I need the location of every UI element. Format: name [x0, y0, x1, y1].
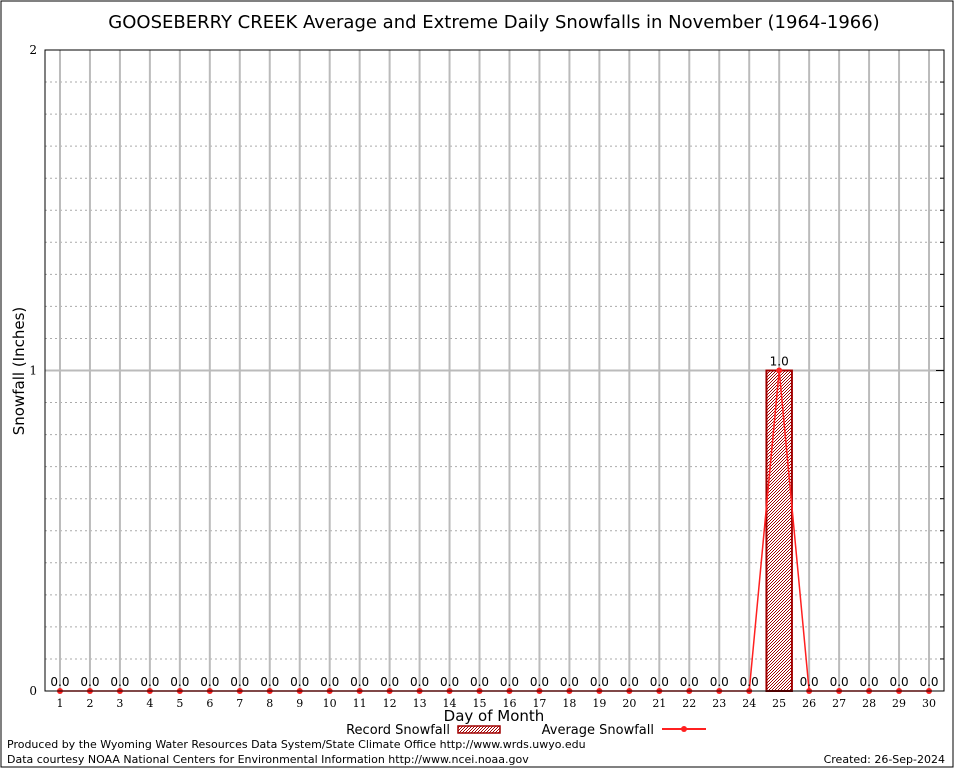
x-tick-label: 12	[383, 697, 397, 710]
x-tick-label: 24	[742, 697, 756, 710]
data-label: 0.0	[260, 675, 279, 689]
chart-title: GOOSEBERRY CREEK Average and Extreme Dai…	[108, 12, 879, 33]
y-tick-label: 0	[29, 684, 37, 698]
data-label: 0.0	[530, 675, 549, 689]
x-tick-label: 25	[772, 697, 786, 710]
x-tick-label: 22	[682, 697, 696, 710]
x-tick-label: 14	[443, 697, 457, 710]
data-label: 0.0	[200, 675, 219, 689]
x-tick-label: 20	[622, 697, 636, 710]
x-tick-label: 13	[413, 697, 427, 710]
data-label: 1.0	[770, 355, 789, 369]
data-label: 0.0	[919, 675, 938, 689]
data-label: 0.0	[860, 675, 879, 689]
x-tick-label: 21	[652, 697, 666, 710]
legend-average-marker	[681, 726, 687, 732]
data-label: 0.0	[140, 675, 159, 689]
data-label: 0.0	[470, 675, 489, 689]
legend-record-label: Record Snowfall	[346, 723, 450, 738]
data-label: 0.0	[290, 675, 309, 689]
data-label: 0.0	[320, 675, 339, 689]
y-tick-label: 2	[29, 43, 37, 57]
x-tick-label: 8	[266, 697, 273, 710]
footer-created: Created: 26-Sep-2024	[824, 753, 945, 766]
x-tick-label: 28	[862, 697, 876, 710]
data-label: 0.0	[410, 675, 429, 689]
data-label: 0.0	[440, 675, 459, 689]
x-tick-label: 4	[146, 697, 153, 710]
y-axis-label: Snowfall (Inches)	[10, 307, 28, 435]
x-tick-label: 3	[116, 697, 123, 710]
x-tick-label: 7	[236, 697, 243, 710]
data-label: 0.0	[800, 675, 819, 689]
x-tick-label: 9	[296, 697, 303, 710]
data-label: 0.0	[710, 675, 729, 689]
x-tick-label: 16	[502, 697, 516, 710]
x-tick-label: 17	[532, 697, 546, 710]
legend-average-label: Average Snowfall	[542, 723, 654, 738]
x-tick-label: 6	[206, 697, 213, 710]
data-label: 0.0	[680, 675, 699, 689]
data-label: 0.0	[50, 675, 69, 689]
y-tick-label: 1	[29, 364, 37, 378]
data-label: 0.0	[500, 675, 519, 689]
footer-courtesy: Data courtesy NOAA National Centers for …	[7, 753, 529, 766]
x-tick-label: 27	[832, 697, 846, 710]
x-tick-label: 11	[353, 697, 367, 710]
x-tick-label: 5	[176, 697, 183, 710]
x-tick-label: 2	[86, 697, 93, 710]
footer-produced: Produced by the Wyoming Water Resources …	[7, 738, 586, 751]
average-point	[776, 367, 783, 374]
data-label: 0.0	[650, 675, 669, 689]
data-label: 0.0	[890, 675, 909, 689]
data-label: 0.0	[350, 675, 369, 689]
data-label: 0.0	[110, 675, 129, 689]
data-label: 0.0	[560, 675, 579, 689]
data-label: 0.0	[170, 675, 189, 689]
x-tick-label: 23	[712, 697, 726, 710]
data-label: 0.0	[380, 675, 399, 689]
x-tick-label: 26	[802, 697, 816, 710]
x-tick-label: 1	[56, 697, 63, 710]
x-tick-label: 30	[922, 697, 936, 710]
legend: Record Snowfall Average Snowfall	[346, 723, 706, 738]
data-label: 0.0	[740, 675, 759, 689]
record-bar	[765, 369, 793, 692]
x-tick-label: 18	[562, 697, 576, 710]
x-tick-label: 10	[323, 697, 337, 710]
data-label: 0.0	[590, 675, 609, 689]
x-tick-label: 15	[473, 697, 487, 710]
legend-record-swatch	[457, 725, 501, 734]
x-tick-label: 19	[592, 697, 606, 710]
data-label: 0.0	[230, 675, 249, 689]
data-label: 0.0	[620, 675, 639, 689]
data-label: 0.0	[830, 675, 849, 689]
data-label: 0.0	[80, 675, 99, 689]
x-axis-label: Day of Month	[444, 707, 545, 725]
x-tick-label: 29	[892, 697, 906, 710]
plot-border	[44, 49, 945, 692]
